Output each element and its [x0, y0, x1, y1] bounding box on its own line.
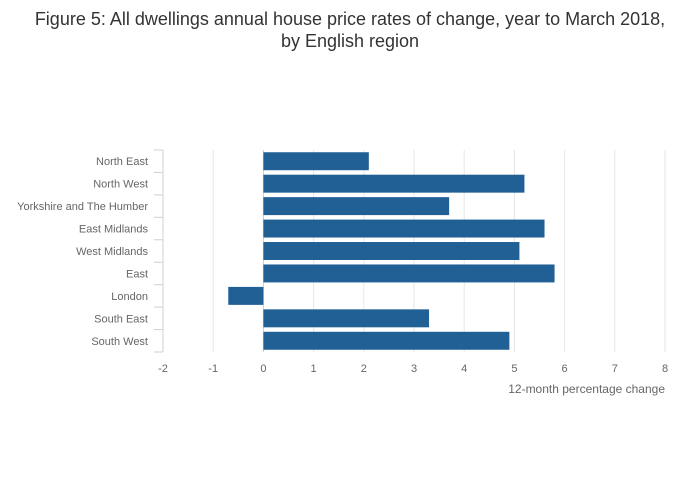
x-tick-label: 4	[461, 363, 467, 375]
chart-title: Figure 5: All dwellings annual house pri…	[34, 9, 666, 51]
x-tick-label: 7	[612, 363, 618, 375]
x-tick-label: 1	[311, 363, 317, 375]
x-tick-label: 6	[562, 363, 568, 375]
bar	[263, 264, 555, 283]
x-tick-label: -2	[158, 363, 168, 375]
bar	[263, 197, 450, 216]
bar	[263, 219, 545, 238]
y-tick-label: South West	[91, 336, 148, 348]
bar	[263, 152, 369, 171]
x-tick-label: 5	[511, 363, 517, 375]
y-tick-label: East	[126, 268, 148, 280]
y-tick-label: Yorkshire and The Humber	[17, 201, 148, 213]
x-axis: -2 -1 0 1 2 3 4 5 6 7 8	[158, 363, 668, 375]
bar	[263, 242, 520, 260]
y-tick-label: South East	[94, 313, 148, 325]
bar	[263, 309, 430, 328]
x-tick-label: 2	[361, 363, 367, 375]
y-tick-label: North West	[93, 179, 148, 191]
bars	[228, 152, 555, 350]
y-tick-label: North East	[96, 156, 148, 168]
bar	[263, 174, 525, 193]
y-tick-label: West Midlands	[76, 246, 148, 258]
bar	[228, 286, 264, 305]
y-tick-label: East Midlands	[79, 224, 149, 236]
x-tick-label: 8	[662, 363, 668, 375]
x-tick-label: 0	[260, 363, 266, 375]
x-tick-label: 3	[411, 363, 417, 375]
y-axis: North East North West Yorkshire and The Hu…	[17, 149, 164, 353]
bar	[263, 331, 510, 350]
y-tick-label: London	[111, 291, 148, 303]
x-axis-title: 12-month percentage change	[508, 382, 665, 396]
x-tick-label: -1	[208, 363, 218, 375]
